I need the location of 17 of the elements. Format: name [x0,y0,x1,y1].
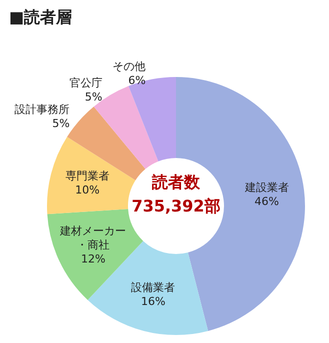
text: 読者数 [151,172,201,192]
slice-label: 官公庁 [69,76,102,90]
slice-label: 設計事務所 [14,103,70,116]
slice-label: 設備業者 [131,281,176,294]
slice-label: 専門業者 [65,170,110,183]
text: 735,392部 [132,196,220,216]
slice-label: 建材メーカー・商社 [59,224,126,252]
data-label: 5% [84,90,102,104]
data-label: 10% [75,184,100,197]
slice-label: その他 [112,60,146,73]
chart-title: ■読者層 [9,8,72,26]
data-label: 16% [141,295,166,308]
slice-label: 建設業者 [244,181,289,194]
data-label: 5% [52,117,70,130]
data-label: 6% [128,74,146,87]
data-label: 12% [80,252,106,266]
data-label: 46% [254,195,280,208]
